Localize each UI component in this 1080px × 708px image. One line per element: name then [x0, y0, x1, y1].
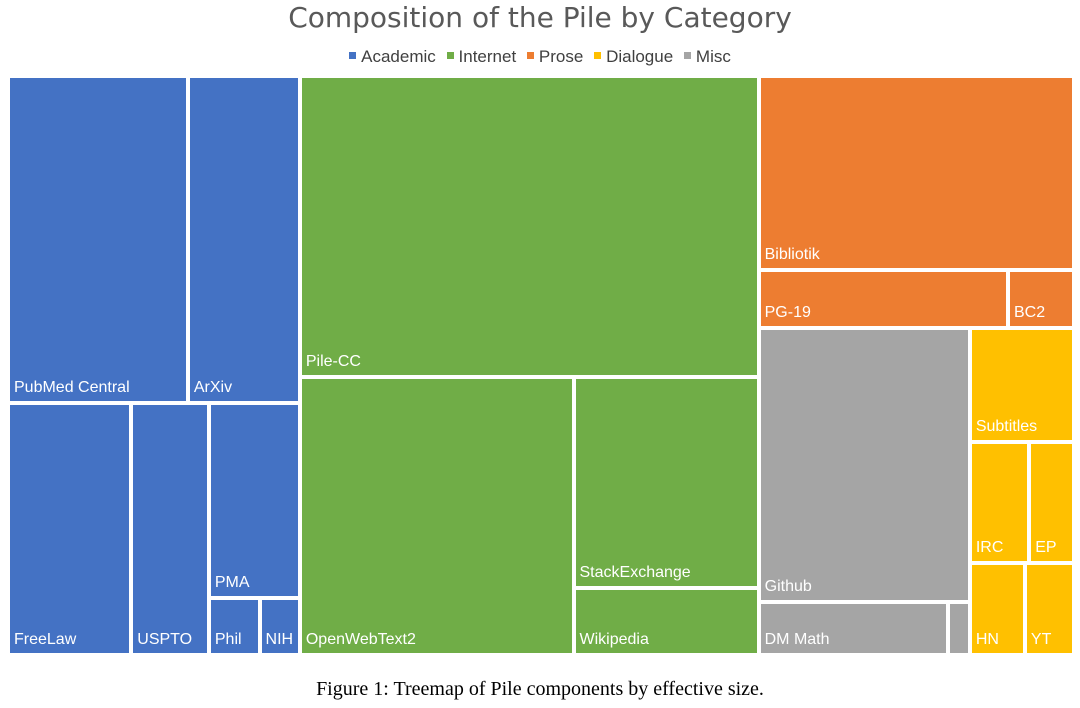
- tile-label: PubMed Central: [14, 379, 130, 397]
- tile-label: Github: [764, 577, 812, 595]
- tile-bc2: BC2: [1007, 270, 1074, 329]
- tile-yt: YT: [1024, 562, 1074, 655]
- tile-label: Subtitles: [975, 417, 1038, 435]
- tile-phil: Phil: [208, 597, 260, 655]
- legend-swatch-dialogue: [594, 52, 602, 60]
- tile-label: IRC: [975, 538, 1004, 556]
- legend: Academic Internet Prose Dialogue Misc: [0, 46, 1080, 68]
- tile-arxiv: ArXiv: [187, 76, 300, 404]
- tile-label: FreeLaw: [14, 630, 77, 648]
- chart-title: Composition of the Pile by Category: [288, 1, 792, 34]
- tile-label: OpenWebText2: [305, 630, 416, 648]
- tile-label: DM Math: [764, 630, 830, 648]
- tile-pile-cc: Pile-CC: [299, 76, 759, 377]
- tile-label: PMA: [214, 573, 250, 591]
- legend-item-misc: Misc: [683, 46, 731, 68]
- tile-label: Wikipedia: [579, 630, 649, 648]
- legend-label-academic: Academic: [361, 47, 436, 66]
- tile-label: ArXiv: [193, 379, 233, 397]
- tile-wikipedia: Wikipedia: [573, 587, 759, 655]
- tile-label: PG-19: [764, 304, 811, 322]
- tile-irc: IRC: [969, 441, 1030, 563]
- tile-label: YT: [1030, 630, 1052, 648]
- legend-item-prose: Prose: [526, 46, 584, 68]
- tile-github: Github: [758, 328, 970, 602]
- tile-label: Pile-CC: [305, 352, 361, 370]
- tile-label: Phil: [214, 630, 242, 648]
- legend-label-misc: Misc: [695, 47, 731, 66]
- tile-pubmed-central: PubMed Central: [8, 76, 188, 404]
- tile-label: BC2: [1013, 304, 1046, 322]
- tile-subtitles: Subtitles: [969, 328, 1074, 442]
- tile-nih: NIH: [259, 597, 300, 655]
- tile-label: EP: [1035, 538, 1057, 556]
- tile-enron-emails: [948, 601, 970, 655]
- legend-item-internet: Internet: [446, 46, 517, 68]
- tile-dm-math: DM Math: [758, 601, 949, 655]
- legend-swatch-internet: [446, 52, 454, 60]
- tile-pg-19: PG-19: [758, 270, 1008, 329]
- tile-hn: HN: [969, 562, 1025, 655]
- legend-item-dialogue: Dialogue: [594, 46, 673, 68]
- tile-label: Bibliotik: [764, 246, 820, 264]
- figure-caption: Figure 1: Treemap of Pile components by …: [316, 678, 764, 700]
- tile-ep: EP: [1029, 441, 1074, 563]
- tile-freelaw: FreeLaw: [8, 403, 132, 655]
- tile-openwebtext2: OpenWebText2: [299, 376, 574, 655]
- tile-label: NIH: [265, 630, 294, 648]
- tile-uspto: USPTO: [131, 403, 209, 655]
- tile-pma: PMA: [208, 403, 300, 598]
- legend-label-internet: Internet: [458, 47, 517, 66]
- legend-swatch-academic: [349, 52, 357, 60]
- tile-label: USPTO: [137, 630, 193, 648]
- tile-label: HN: [975, 630, 999, 648]
- tile-label: StackExchange: [579, 563, 691, 581]
- legend-item-academic: Academic: [349, 46, 436, 68]
- legend-swatch-misc: [683, 52, 691, 60]
- legend-swatch-prose: [526, 52, 534, 60]
- legend-label-dialogue: Dialogue: [606, 47, 674, 66]
- tile-stackexchange: StackExchange: [573, 376, 759, 588]
- tile-bibliotik: Bibliotik: [758, 76, 1074, 271]
- legend-label-prose: Prose: [538, 47, 584, 66]
